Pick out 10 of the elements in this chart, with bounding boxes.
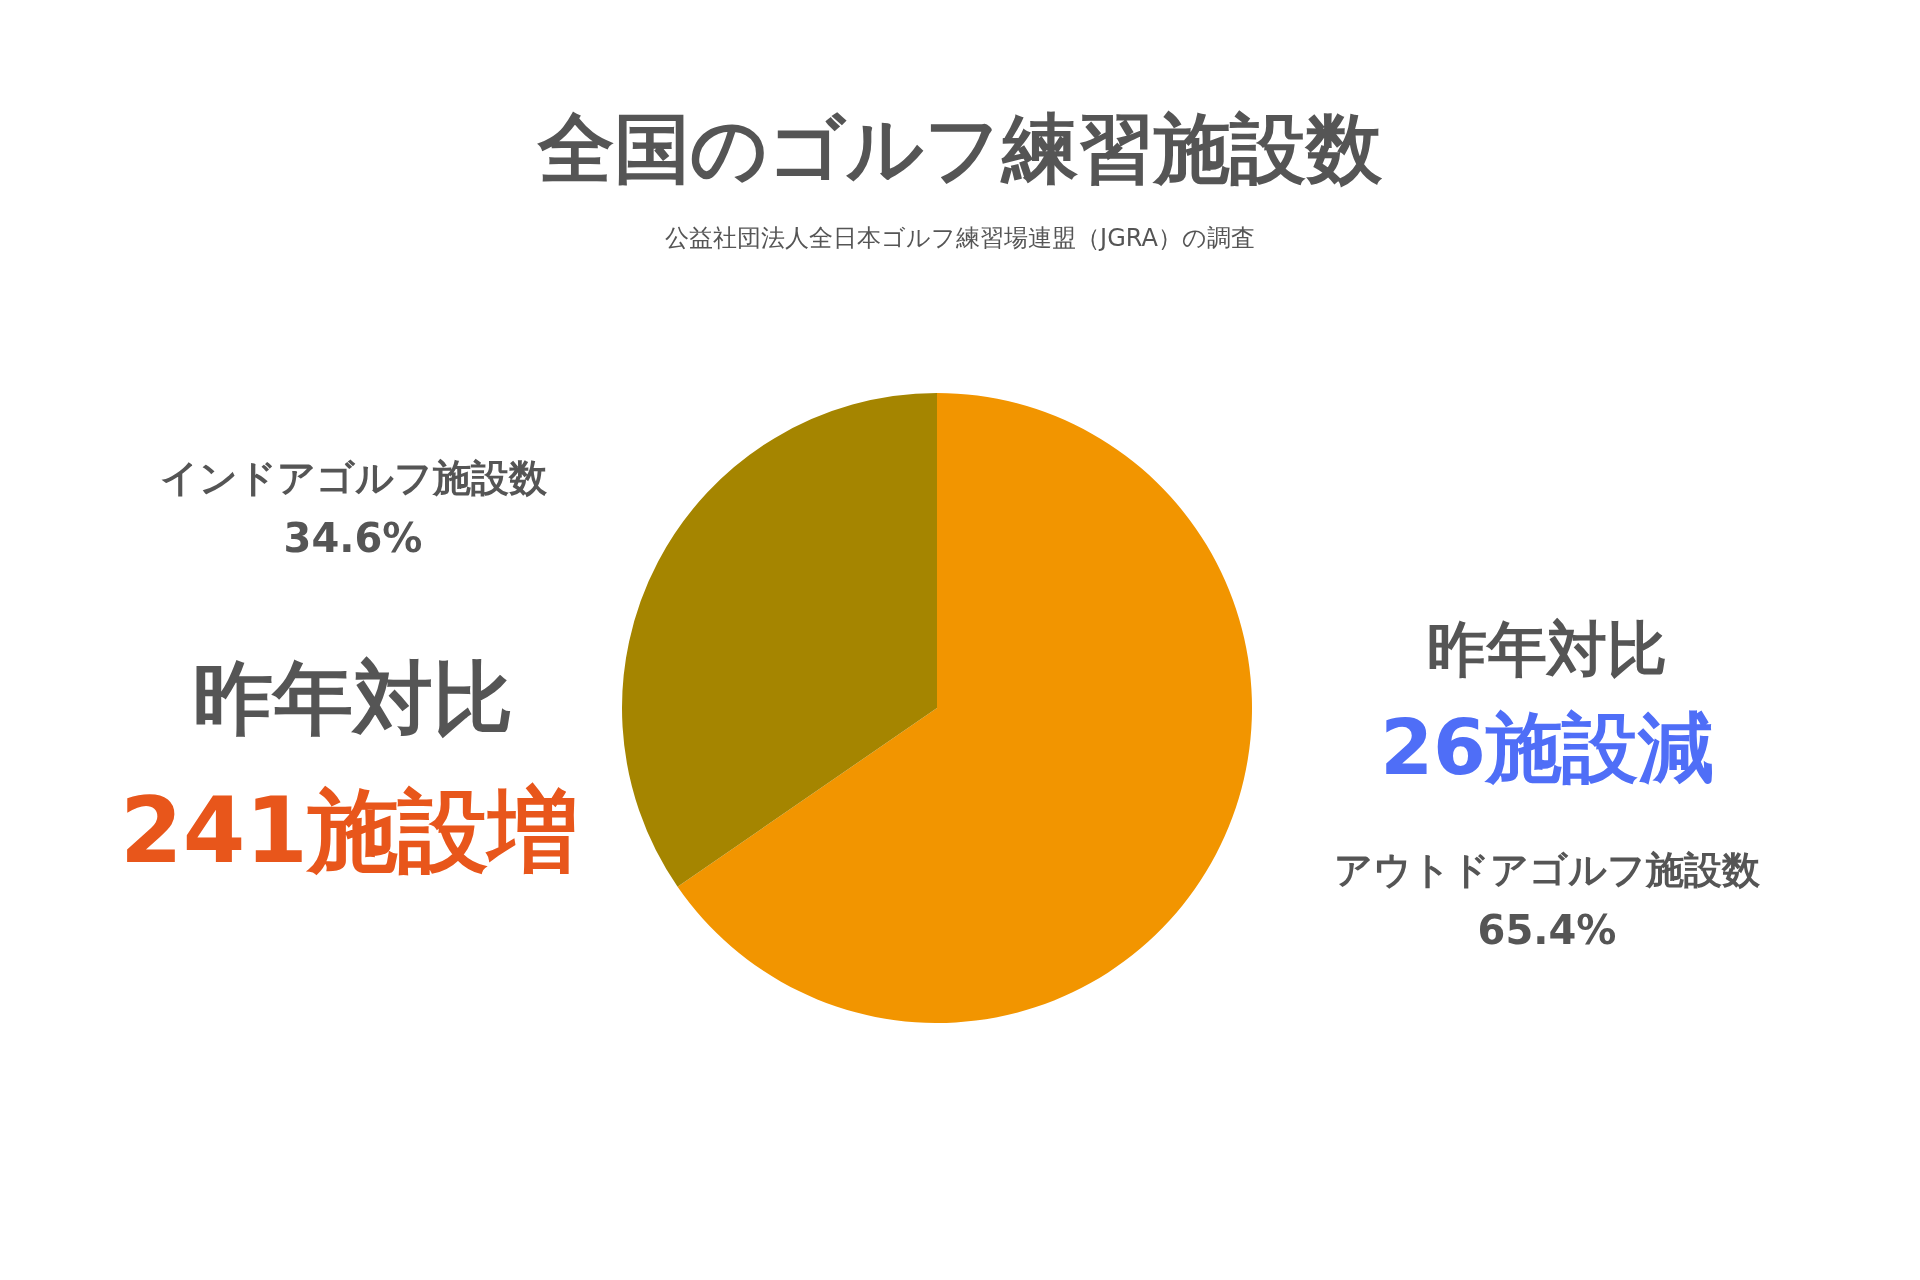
- text: 昨年対比: [193, 651, 513, 745]
- data-label: 65.4%: [1477, 907, 1617, 953]
- text: 241施設増: [120, 777, 578, 883]
- data-label: 34.6%: [283, 515, 423, 561]
- text: 昨年対比: [1427, 614, 1667, 684]
- slice-label: アウトドアゴルフ施設数: [1334, 848, 1761, 892]
- text: 26施設減: [1380, 702, 1714, 792]
- slice-label: インドアゴルフ施設数: [159, 456, 548, 500]
- chart-subtitle: 公益社団法人全日本ゴルフ練習場連盟（JGRA）の調査: [665, 224, 1255, 252]
- chart-title: 全国のゴルフ練習施設数: [537, 103, 1383, 193]
